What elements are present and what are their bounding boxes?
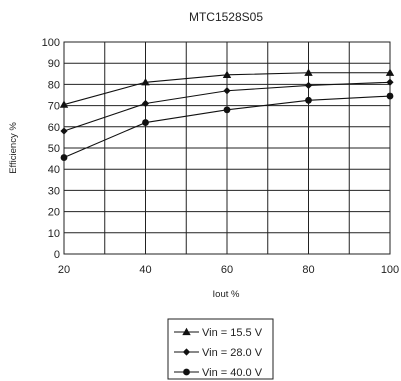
y-tick-label: 60	[48, 122, 60, 134]
legend: Vin = 15.5 V Vin = 28.0 V Vin = 40.0 V	[167, 318, 274, 380]
x-tick-label: 20	[58, 264, 70, 276]
legend-item: Vin = 15.5 V	[174, 327, 263, 339]
y-tick-label: 0	[54, 249, 60, 261]
plot-frame	[63, 41, 391, 255]
data-point-triangle	[59, 100, 69, 108]
x-tick-label: 80	[302, 264, 314, 276]
data-point-diamond	[386, 78, 394, 86]
y-tick-label: 10	[48, 228, 60, 240]
y-tick-label: 80	[48, 79, 60, 91]
chart-title: MTC1528S05	[189, 10, 263, 24]
x-tick-label: 60	[221, 264, 233, 276]
y-tick-label: 30	[48, 185, 60, 197]
legend-label: Vin = 40.0 V	[202, 367, 263, 379]
grid	[63, 41, 391, 255]
series-layer	[59, 68, 395, 161]
y-tick-label: 40	[48, 164, 60, 176]
series-3	[60, 92, 394, 161]
legend-item: Vin = 28.0 V	[174, 347, 263, 359]
series-2	[60, 78, 394, 135]
series-1	[59, 68, 395, 108]
data-point-diamond	[223, 87, 231, 95]
data-point-circle	[142, 119, 149, 126]
data-point-triangle	[385, 68, 395, 76]
x-tick-label: 100	[381, 264, 399, 276]
legend-label: Vin = 15.5 V	[202, 327, 263, 339]
legend-marker-triangle	[182, 327, 191, 336]
legend-label: Vin = 28.0 V	[202, 347, 263, 359]
legend-marker-diamond	[182, 348, 191, 356]
y-tick-label: 50	[48, 143, 60, 155]
legend-item: Vin = 40.0 V	[174, 367, 263, 379]
data-point-triangle	[304, 68, 313, 76]
x-tick-label: 40	[139, 264, 151, 276]
data-point-circle	[386, 92, 394, 100]
data-point-triangle	[141, 78, 150, 86]
y-tick-label: 70	[48, 101, 60, 113]
data-point-circle	[305, 96, 312, 104]
data-point-diamond	[60, 127, 68, 135]
legend-marker-circle	[183, 368, 190, 376]
data-point-circle	[60, 154, 68, 161]
data-point-diamond	[141, 99, 150, 108]
data-point-diamond	[304, 81, 313, 90]
data-point-circle	[223, 106, 231, 114]
y-tick-label: 90	[48, 58, 60, 70]
y-axis-label: Efficiency %	[8, 122, 19, 174]
y-tick-label: 20	[48, 207, 60, 219]
y-tick-label: 100	[42, 37, 60, 49]
data-point-triangle	[222, 70, 232, 79]
axes: 20 40 60 80 100 0 10 20 30 40 50 60 70 80 90 100	[42, 37, 400, 276]
x-axis-label: Iout %	[213, 289, 240, 300]
